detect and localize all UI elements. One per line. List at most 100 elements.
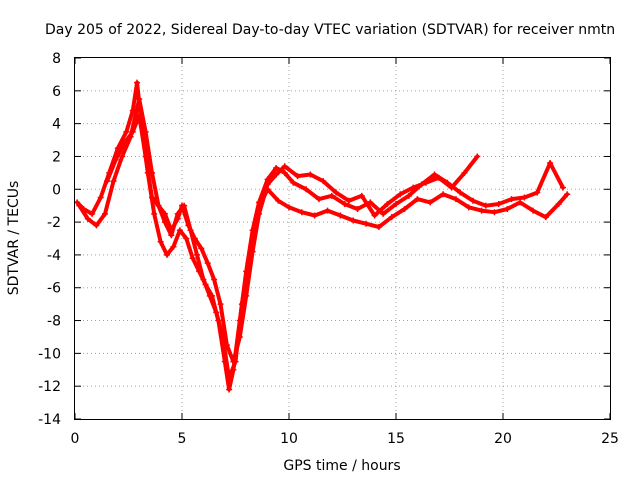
data-point [470, 197, 477, 204]
data-point [168, 227, 175, 234]
data-point [264, 181, 271, 188]
data-point [134, 79, 141, 86]
data-point [311, 212, 318, 219]
y-tick-label: -8 [47, 314, 61, 330]
data-point [243, 292, 250, 299]
data-point [76, 202, 83, 209]
data-point [290, 179, 297, 186]
data-point [200, 276, 207, 283]
x-tick-label: 20 [494, 431, 512, 447]
data-point [345, 197, 352, 204]
satellite-track-1 [75, 80, 565, 392]
data-point [230, 358, 237, 365]
data-point [217, 301, 224, 308]
data-point [508, 196, 515, 203]
data-point [478, 207, 485, 214]
data-point [74, 199, 81, 206]
data-point [559, 184, 566, 191]
data-point [275, 197, 282, 204]
data-point [315, 196, 322, 203]
data-point [136, 112, 143, 119]
data-point [307, 171, 314, 178]
data-point [198, 245, 205, 252]
data-point [350, 217, 357, 224]
data-point [112, 156, 119, 163]
data-point [151, 210, 158, 217]
x-tick-label: 0 [71, 431, 80, 447]
data-point [191, 235, 198, 242]
chart-title: Day 205 of 2022, Sidereal Day-to-day VTE… [45, 22, 615, 38]
data-point [393, 201, 399, 208]
data-point [281, 169, 288, 176]
x-tick-label: 25 [601, 431, 619, 447]
y-tick-label: -12 [38, 379, 61, 395]
data-point [324, 207, 331, 214]
data-point [142, 153, 149, 160]
data-point [534, 189, 541, 196]
series-layer [74, 79, 571, 393]
data-point [333, 189, 340, 196]
data-point [354, 205, 361, 212]
data-point [422, 179, 429, 186]
data-point [431, 171, 438, 178]
y-tick-label: -14 [38, 412, 61, 428]
data-point [375, 224, 382, 231]
data-point [149, 194, 156, 201]
data-point [294, 173, 301, 180]
data-point [435, 174, 442, 181]
data-point [97, 194, 104, 201]
data-point [204, 260, 211, 267]
data-point [226, 386, 233, 393]
data-point [273, 164, 280, 171]
satellite-track-2 [77, 97, 570, 380]
data-point [320, 178, 327, 185]
data-point [119, 153, 126, 160]
y-axis: -14 -12 -10 -8 -6 -4 -2 0 2 4 6 8 [38, 51, 610, 428]
data-point [93, 222, 100, 229]
data-point [89, 210, 96, 217]
data-point [129, 128, 136, 135]
data-point [465, 204, 472, 211]
data-point [328, 192, 335, 199]
data-point [211, 276, 218, 283]
y-tick-label: 0 [52, 182, 61, 198]
plot-frame [74, 57, 611, 420]
satellite-track-3-points [104, 112, 481, 365]
data-point [157, 238, 164, 245]
data-point [164, 251, 171, 258]
data-point [397, 191, 404, 198]
data-point [179, 202, 185, 209]
data-point [410, 184, 417, 191]
data-point [401, 205, 408, 212]
y-tick-label: 8 [52, 51, 61, 67]
data-point [123, 128, 130, 135]
data-point [176, 227, 183, 234]
data-point [155, 202, 162, 209]
data-point [256, 210, 263, 217]
x-axis: 0 5 10 15 20 25 [71, 58, 619, 447]
data-point [388, 214, 395, 221]
satellite-track-3 [105, 113, 480, 364]
data-point [101, 210, 108, 217]
data-point [189, 255, 196, 262]
satellite-track-1-points [74, 79, 566, 393]
data-point [491, 209, 498, 216]
data-point [521, 194, 528, 201]
data-point [461, 169, 468, 176]
data-point [84, 215, 91, 222]
data-point [273, 171, 280, 178]
data-point [213, 309, 220, 316]
data-point [457, 189, 464, 196]
data-point [474, 153, 481, 160]
data-point [440, 191, 447, 198]
grid-layer [75, 58, 610, 419]
data-point [298, 209, 305, 216]
data-point [482, 202, 489, 209]
data-point [414, 196, 421, 203]
data-point [170, 243, 177, 250]
data-point [555, 201, 562, 208]
data-point [380, 210, 387, 217]
x-tick-label: 15 [387, 431, 405, 447]
x-axis-label: GPS time / hours [283, 458, 400, 474]
